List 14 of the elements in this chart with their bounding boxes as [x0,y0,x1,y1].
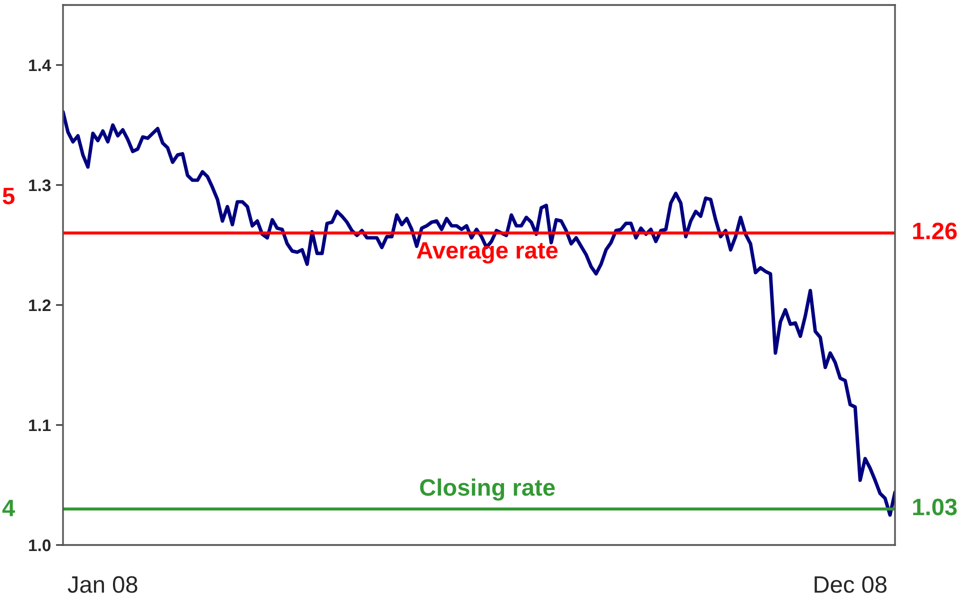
y-tick-label: 1.1 [29,420,51,432]
y-tick-label: 1.3 [29,179,51,192]
ref-line-label: 1.03 [913,498,957,516]
text: 4 [2,500,16,516]
y-tick-label: 1.0 [29,539,51,552]
line-series [63,110,895,517]
annotation: Average rate [416,242,558,264]
annotation: Closing rate [420,478,555,501]
y-tick-label: 1.2 [29,299,51,312]
ref-line-label: 1.26 [913,222,957,240]
text: 5 [2,188,14,204]
x-tick-label: Dec 08 [814,576,887,593]
y-tick-label: 1.4 [29,60,52,72]
x-tick-label: Jan 08 [68,576,138,593]
